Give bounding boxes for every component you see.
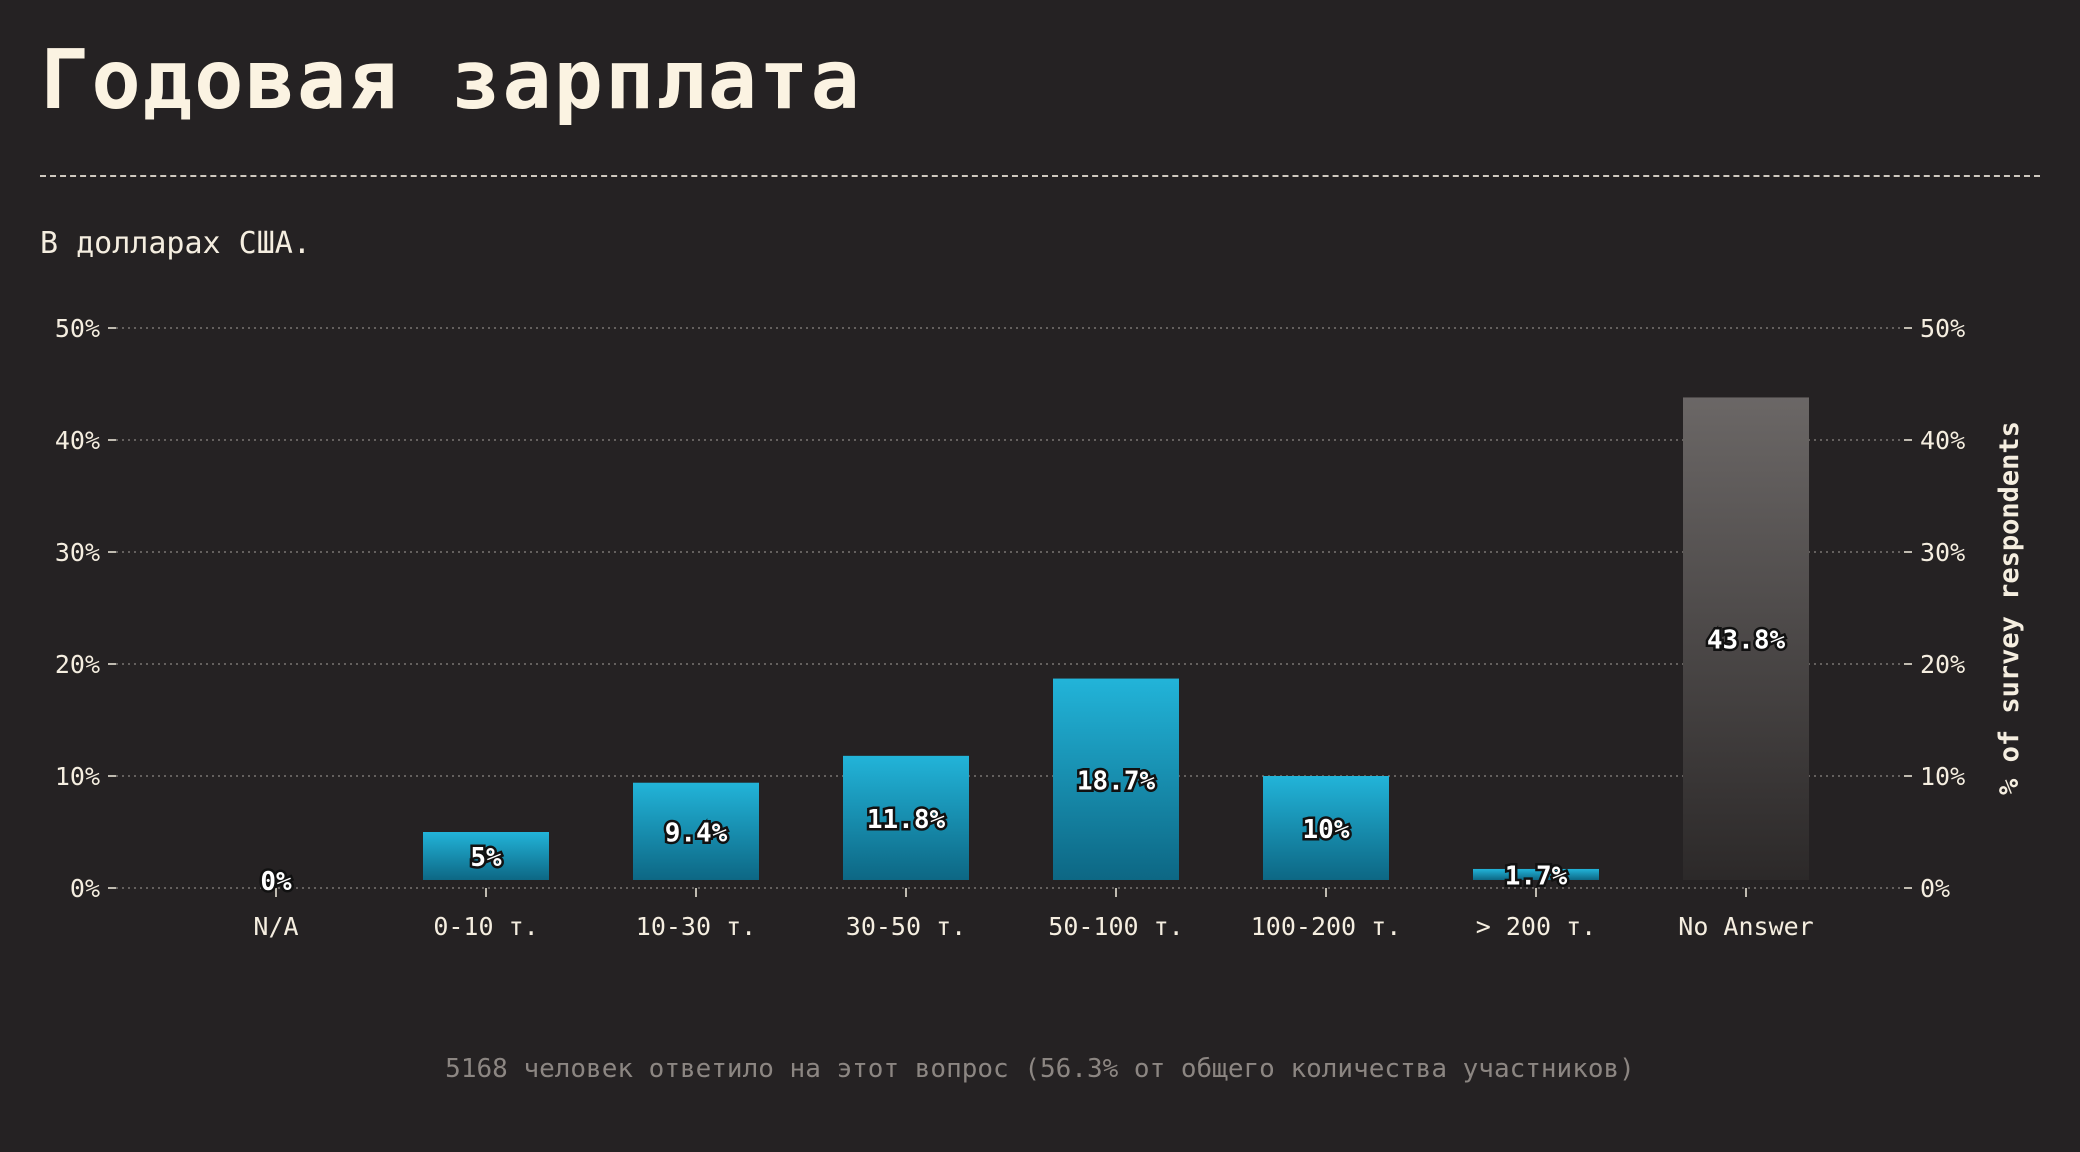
y-tick-label-right: 10% <box>1920 762 1965 791</box>
y-tick-label-right: 40% <box>1920 426 1965 455</box>
x-tick-label: 100-200 т. <box>1251 912 1402 941</box>
data-label: 5% <box>470 843 502 873</box>
x-tick-label: 0-10 т. <box>433 912 538 941</box>
title-divider <box>40 175 2040 177</box>
data-label: 18.7% <box>1077 766 1156 796</box>
y-tick-label-right: 20% <box>1920 650 1965 679</box>
y-tick-label-left: 20% <box>55 650 100 679</box>
y-tick-label-left: 40% <box>55 426 100 455</box>
bar <box>1263 776 1389 880</box>
x-tick-label: N/A <box>253 912 298 941</box>
y-tick-label-right: 30% <box>1920 538 1965 567</box>
data-label: 11.8% <box>867 805 946 835</box>
bar <box>1053 678 1179 880</box>
bar <box>423 832 549 880</box>
data-label: 43.8% <box>1707 626 1786 656</box>
data-label: 0% <box>260 867 292 897</box>
bar <box>1683 397 1809 880</box>
data-label: 1.7% <box>1505 861 1568 891</box>
y-tick-label-left: 50% <box>55 314 100 343</box>
data-label: 10% <box>1303 815 1350 845</box>
grid-layer <box>108 327 1912 897</box>
page-title: Годовая зарплата <box>40 33 862 128</box>
label-layer: 0% 0% 10% 10% 20% 20% 30% 30% 40% 40% 50% 50% N/A 0% 0… <box>55 314 1965 941</box>
bar-layer <box>423 397 1809 880</box>
chart-subtitle: В долларах США. <box>40 226 311 261</box>
y-tick-label-left: 0% <box>70 874 100 903</box>
data-label: 9.4% <box>665 818 728 848</box>
y-tick-label-left: 30% <box>55 538 100 567</box>
y-tick-label-left: 10% <box>55 762 100 791</box>
bar <box>843 755 969 880</box>
respondents-footnote: 5168 человек ответило на этот вопрос (56… <box>445 1054 1635 1084</box>
y-tick-label-right: 0% <box>1920 874 1950 903</box>
x-tick-label: 30-50 т. <box>846 912 966 941</box>
x-tick-label: 10-30 т. <box>636 912 756 941</box>
bar <box>1473 868 1599 880</box>
x-tick-label: > 200 т. <box>1476 912 1596 941</box>
bar <box>633 782 759 880</box>
x-tick-label: No Answer <box>1678 912 1813 941</box>
y-tick-label-right: 50% <box>1920 314 1965 343</box>
y-axis-label: % of survey respondents <box>1994 421 2025 795</box>
x-tick-label: 50-100 т. <box>1048 912 1183 941</box>
